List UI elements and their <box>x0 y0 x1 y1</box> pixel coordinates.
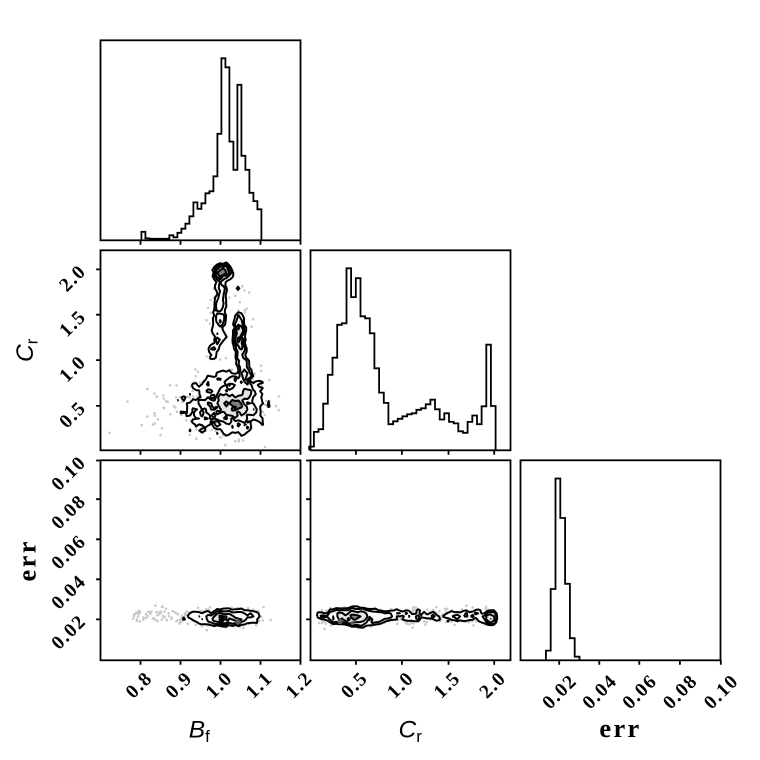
svg-text:Bf: Bf <box>189 716 210 746</box>
svg-text:err: err <box>599 713 641 743</box>
svg-text:err: err <box>11 539 41 581</box>
